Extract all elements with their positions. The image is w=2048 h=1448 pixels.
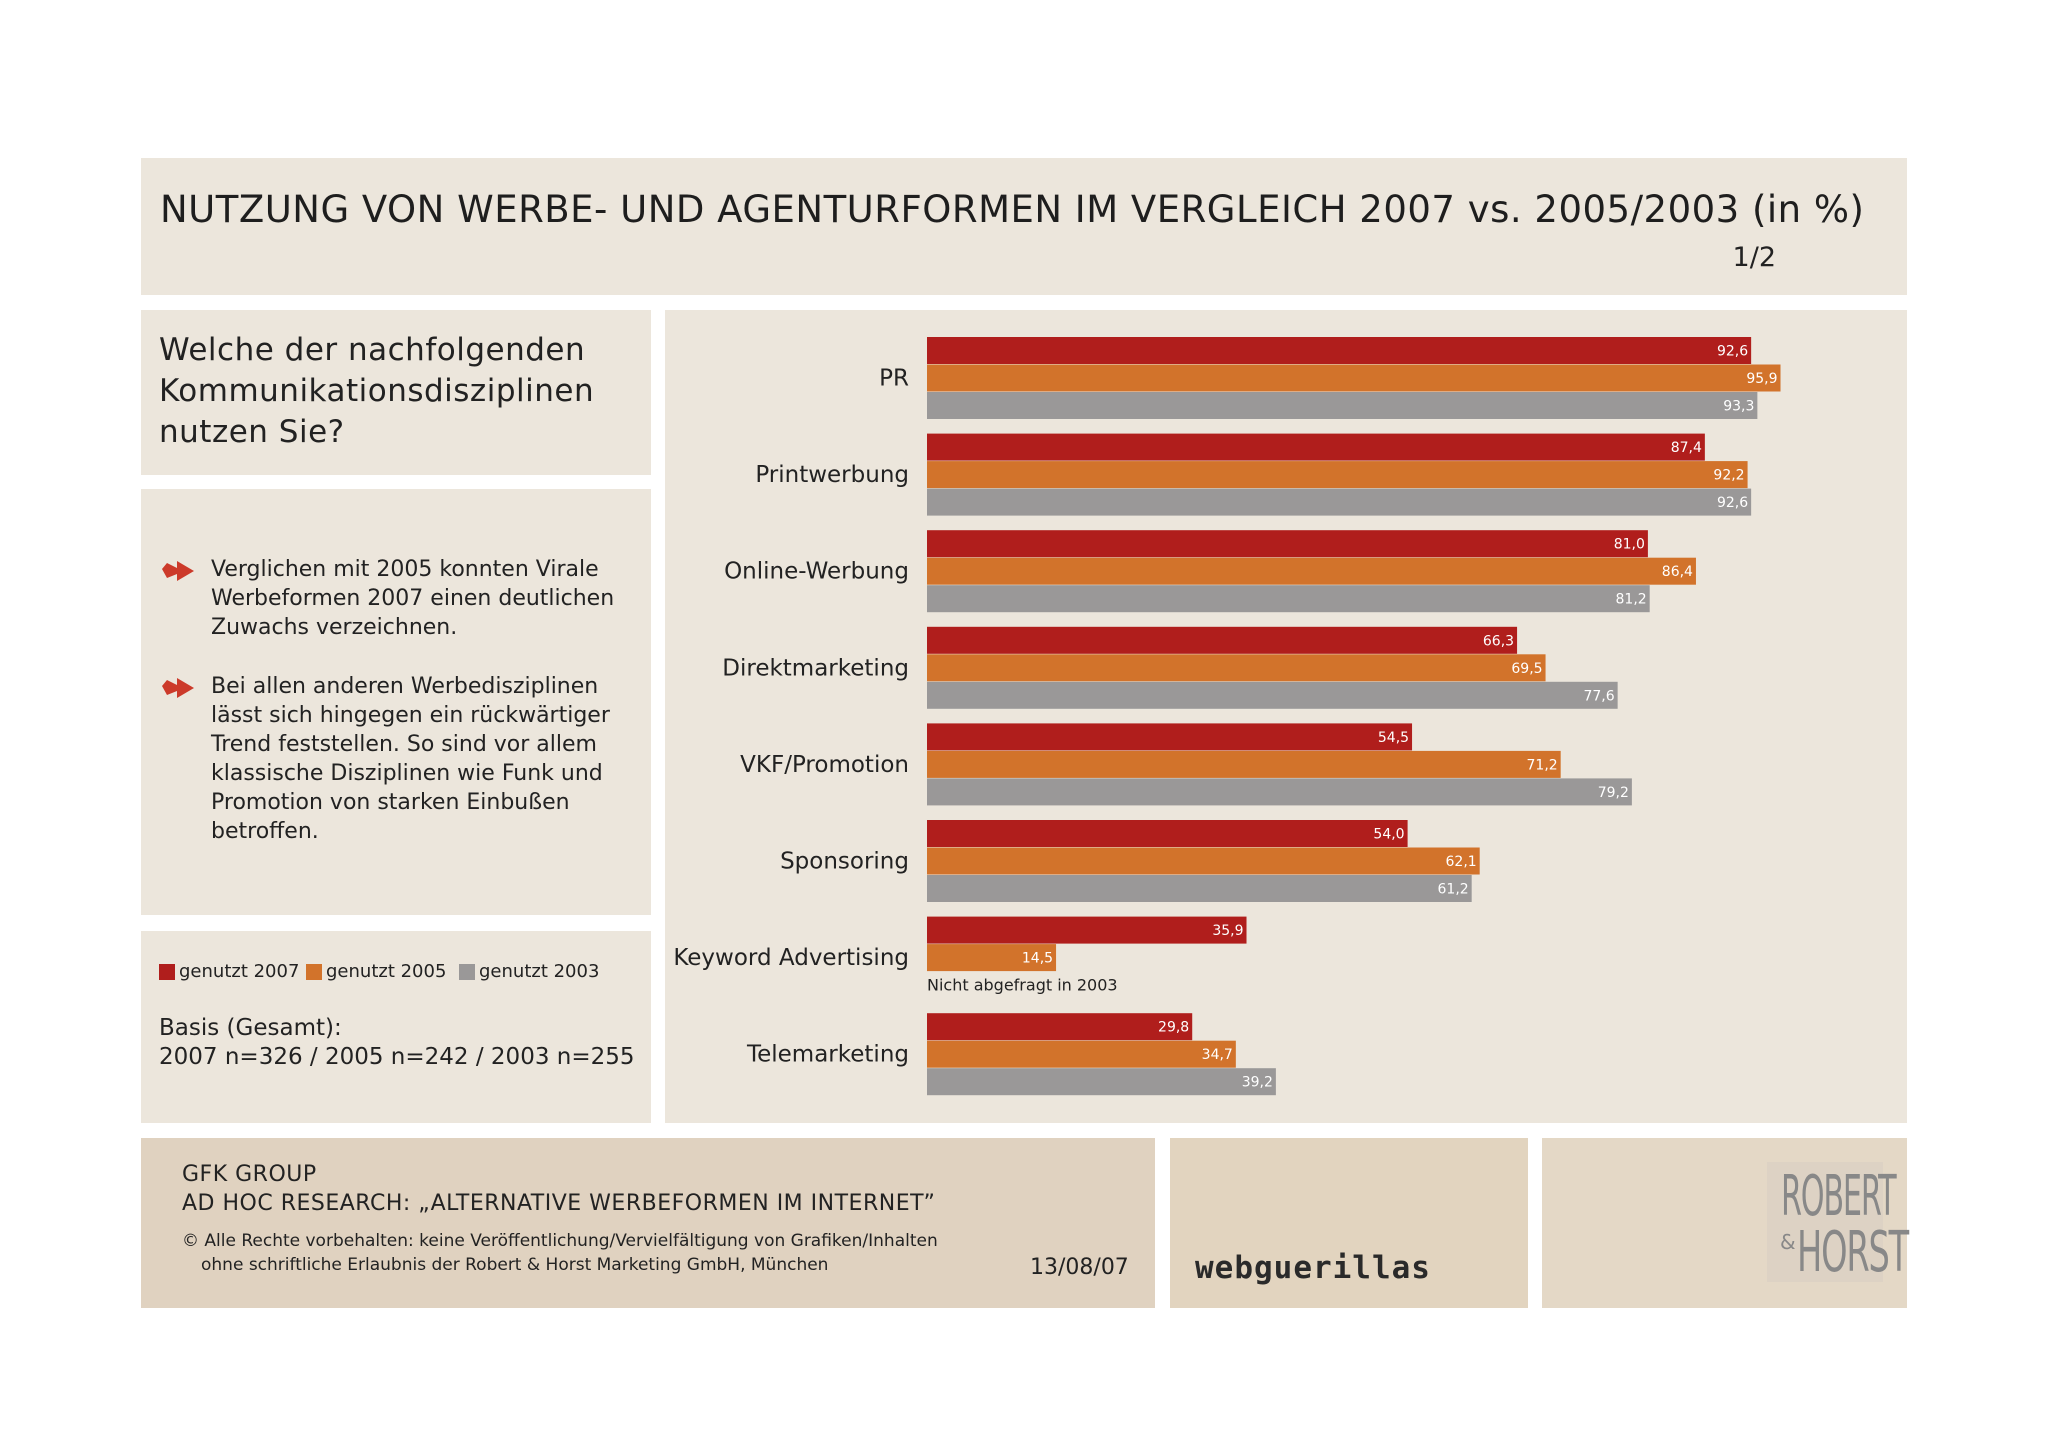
question-panel: Welche der nachfolgenden Kommunikationsd… bbox=[141, 310, 651, 475]
category-label: Online-Werbung bbox=[724, 559, 909, 585]
logo-text: & bbox=[1780, 1230, 1796, 1254]
data-label: 95,9 bbox=[1746, 371, 1777, 387]
page-number: 1/2 bbox=[1732, 242, 1776, 273]
bar-genutzt-2007 bbox=[927, 820, 1408, 847]
page-title: NUTZUNG VON WERBE- UND AGENTURFORMEN IM … bbox=[160, 188, 1865, 231]
data-label: 92,6 bbox=[1717, 495, 1748, 511]
bar-genutzt-2005 bbox=[927, 557, 1696, 585]
data-label: 66,3 bbox=[1483, 633, 1514, 649]
bar-genutzt-2003 bbox=[927, 875, 1472, 902]
legend-label: genutzt 2003 bbox=[479, 961, 600, 982]
category-label: Sponsoring bbox=[780, 849, 909, 875]
legend-item-2003: genutzt 2003 bbox=[459, 961, 599, 982]
category-label: PR bbox=[879, 366, 909, 392]
data-label: 54,5 bbox=[1378, 730, 1409, 746]
basis-values: 2007 n=326 / 2005 n=242 / 2003 n=255 bbox=[159, 1044, 635, 1070]
data-label: 39,2 bbox=[1242, 1075, 1273, 1091]
bar-genutzt-2003 bbox=[927, 585, 1650, 613]
data-label: 92,2 bbox=[1713, 468, 1744, 484]
bar-genutzt-2007 bbox=[927, 530, 1648, 558]
footer-date: 13/08/07 bbox=[1030, 1255, 1129, 1280]
data-label: 61,2 bbox=[1438, 882, 1469, 898]
question-text: Welche der nachfolgenden Kommunikationsd… bbox=[159, 332, 595, 450]
category-label: Printwerbung bbox=[755, 462, 909, 488]
legend-item-2007: genutzt 2007 bbox=[159, 961, 299, 982]
note-text: Verglichen mit 2005 konnten Virale Werbe… bbox=[211, 557, 615, 640]
data-label: 54,0 bbox=[1373, 827, 1404, 843]
legend-panel: genutzt 2007 genutzt 2005 genutzt 2003 B… bbox=[141, 931, 651, 1123]
data-label: 81,2 bbox=[1616, 592, 1647, 608]
webguerillas-logo: webguerillas bbox=[1195, 1250, 1431, 1286]
data-label: 71,2 bbox=[1527, 757, 1558, 773]
data-label: 79,2 bbox=[1598, 785, 1629, 801]
data-label: 14,5 bbox=[1022, 951, 1053, 967]
data-label: 92,6 bbox=[1717, 344, 1748, 360]
footer-info: GFK GROUP AD HOC RESEARCH: „ALTERNATIVE … bbox=[141, 1138, 1155, 1308]
logo-text: ROBERT bbox=[1781, 1164, 1897, 1229]
footer-study: AD HOC RESEARCH: „ALTERNATIVE WERBEFORME… bbox=[182, 1191, 936, 1216]
bar-genutzt-2005 bbox=[927, 750, 1561, 778]
data-label: 77,6 bbox=[1583, 688, 1614, 704]
bar-genutzt-2005 bbox=[927, 944, 1057, 972]
notes-panel: Verglichen mit 2005 konnten Virale Werbe… bbox=[141, 489, 651, 915]
footer-copyright: © Alle Rechte vorbehalten: keine Veröffe… bbox=[182, 1231, 938, 1251]
chart-panel: PR 92,6 95,9 93,3 Printwerbung 87,4 92,2 92,6 On… bbox=[665, 310, 1907, 1123]
logo-text: HORST bbox=[1797, 1220, 1909, 1285]
bar-genutzt-2007 bbox=[927, 337, 1752, 364]
data-label: 69,5 bbox=[1511, 661, 1542, 677]
data-label: 34,7 bbox=[1202, 1047, 1233, 1063]
data-label: 29,8 bbox=[1158, 1020, 1189, 1036]
bar-genutzt-2003 bbox=[927, 392, 1758, 419]
title-panel: NUTZUNG VON WERBE- UND AGENTURFORMEN IM … bbox=[141, 158, 1907, 295]
category-label: VKF/Promotion bbox=[740, 752, 909, 778]
footer-logo-panel: ROBERT & HORST bbox=[1542, 1138, 1909, 1308]
chart-annotation: Nicht abgefragt in 2003 bbox=[927, 976, 1118, 995]
footer-copyright: ohne schriftliche Erlaubnis der Robert &… bbox=[201, 1255, 829, 1275]
basis-label: Basis (Gesamt): bbox=[159, 1015, 342, 1041]
bar-genutzt-2007 bbox=[927, 916, 1247, 944]
bar-genutzt-2003 bbox=[927, 1068, 1276, 1096]
red-arrow-icon bbox=[162, 561, 194, 581]
bar-genutzt-2003 bbox=[927, 488, 1752, 516]
bar-chart: PR 92,6 95,9 93,3 Printwerbung 87,4 92,2 92,6 On… bbox=[673, 337, 1781, 1096]
footer-company: GFK GROUP bbox=[182, 1162, 317, 1187]
bar-genutzt-2007 bbox=[927, 723, 1413, 751]
bar-genutzt-2005 bbox=[927, 1040, 1236, 1068]
data-label: 87,4 bbox=[1671, 440, 1702, 456]
bar-genutzt-2007 bbox=[927, 1013, 1193, 1041]
bar-genutzt-2007 bbox=[927, 433, 1705, 461]
category-label: Keyword Advertising bbox=[673, 945, 909, 971]
category-label: Direktmarketing bbox=[722, 655, 909, 681]
bar-genutzt-2005 bbox=[927, 364, 1781, 392]
category-label: Telemarketing bbox=[746, 1042, 909, 1068]
legend-item-2005: genutzt 2005 bbox=[306, 961, 446, 982]
data-label: 81,0 bbox=[1614, 537, 1645, 553]
bar-genutzt-2003 bbox=[927, 681, 1618, 709]
legend-label: genutzt 2005 bbox=[326, 961, 447, 982]
bar-genutzt-2005 bbox=[927, 847, 1480, 875]
data-label: 35,9 bbox=[1212, 923, 1243, 939]
bar-genutzt-2005 bbox=[927, 461, 1748, 489]
footer-logo-panel: webguerillas bbox=[1170, 1138, 1528, 1308]
note-text: Bei allen anderen Werbedisziplinen lässt… bbox=[211, 674, 610, 844]
data-label: 93,3 bbox=[1723, 399, 1754, 415]
legend-swatch bbox=[306, 963, 322, 980]
bar-genutzt-2007 bbox=[927, 626, 1518, 654]
legend-swatch bbox=[459, 963, 475, 980]
bar-genutzt-2003 bbox=[927, 778, 1632, 806]
red-arrow-icon bbox=[162, 678, 194, 698]
robert-horst-logo: ROBERT & HORST bbox=[1767, 1162, 1909, 1285]
bar-genutzt-2005 bbox=[927, 654, 1546, 682]
legend-label: genutzt 2007 bbox=[179, 961, 300, 982]
data-label: 62,1 bbox=[1446, 854, 1477, 870]
legend-swatch bbox=[159, 963, 175, 980]
data-label: 86,4 bbox=[1662, 564, 1693, 580]
